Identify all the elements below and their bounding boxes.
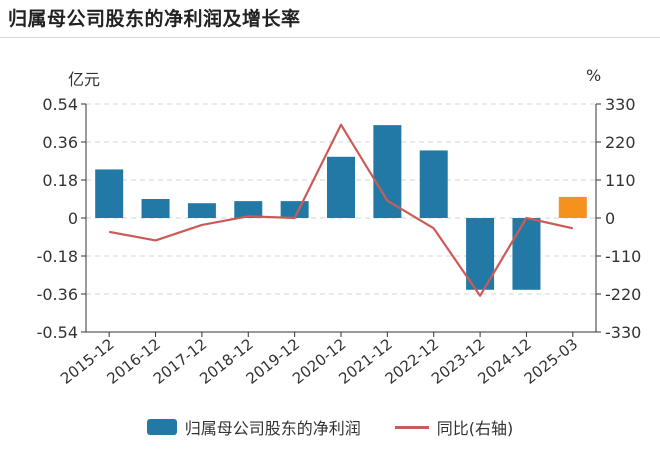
legend-bar-swatch (146, 419, 177, 435)
bar (280, 201, 309, 218)
right-axis-unit: % (586, 66, 602, 85)
legend-item-bar[interactable]: 归属母公司股东的净利润 (146, 415, 361, 439)
bar (466, 218, 495, 290)
left-tick-label: -0.54 (37, 323, 78, 342)
left-tick-label: 0.36 (42, 133, 78, 152)
title-divider (0, 37, 660, 38)
tick-labels: 0.54 330 0.36 220 0.18 110 0 0 -0.18 -110 -0.36 -22… (37, 95, 642, 388)
left-tick-label: 0.18 (42, 171, 78, 190)
right-tick-label: 220 (605, 133, 636, 152)
right-tick-label: -110 (605, 247, 641, 266)
line-series (108, 123, 574, 297)
right-tick-label: -220 (605, 285, 641, 304)
legend-item-line[interactable]: 同比(右轴) (394, 415, 514, 439)
left-tick-label: 0 (68, 209, 78, 228)
right-tick-label: 330 (605, 95, 636, 114)
legend-bar-label: 归属母公司股东的净利润 (184, 419, 361, 438)
left-tick-label: 0.54 (42, 95, 78, 114)
bar (141, 199, 170, 218)
bar (327, 156, 355, 218)
bar (187, 203, 216, 218)
bar (373, 125, 402, 218)
bar (558, 196, 587, 218)
bar (512, 218, 541, 290)
left-axis-unit: 亿元 (68, 70, 101, 89)
yoy-line (108, 123, 574, 297)
right-tick-label: 0 (605, 209, 615, 228)
bar-series (95, 125, 587, 290)
right-tick-label: 110 (605, 171, 636, 190)
bar (95, 169, 124, 218)
legend-line-label: 同比(右轴) (436, 419, 514, 438)
legend: 归属母公司股东的净利润 同比(右轴) (0, 412, 660, 442)
right-tick-label: -330 (605, 323, 641, 342)
bar (234, 201, 263, 218)
axes (81, 103, 601, 337)
left-tick-label: -0.36 (37, 285, 78, 304)
legend-line-swatch (394, 425, 429, 429)
bar (419, 150, 448, 218)
chart-title: 归属母公司股东的净利润及增长率 (8, 8, 301, 30)
left-tick-label: -0.18 (37, 247, 78, 266)
